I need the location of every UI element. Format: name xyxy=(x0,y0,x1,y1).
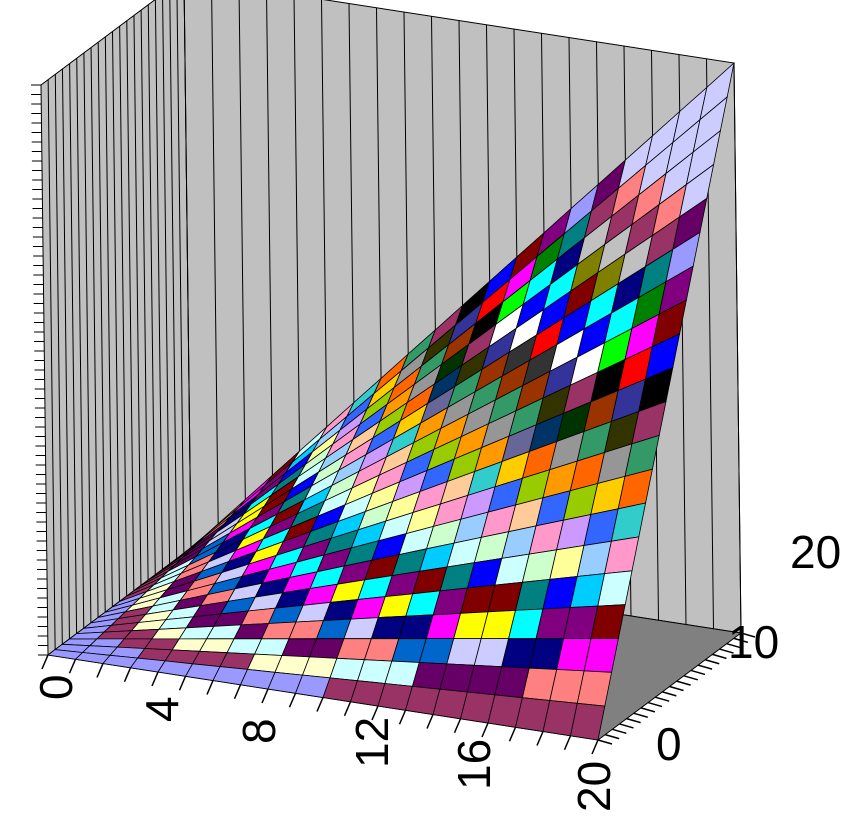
x-tick-mark xyxy=(125,668,131,682)
y-tick-mark xyxy=(662,692,676,696)
y-tick-mark xyxy=(677,681,691,685)
y-tick-mark xyxy=(684,676,698,680)
y-tick-mark xyxy=(641,708,655,712)
x-tick-label: 20 xyxy=(568,761,620,812)
y-tick-mark xyxy=(670,687,684,691)
x-tick-mark xyxy=(262,689,268,703)
x-tick-mark xyxy=(97,664,103,678)
y-tick-mark xyxy=(612,729,626,733)
x-tick-mark xyxy=(565,736,571,750)
x-tick-label: 8 xyxy=(233,718,285,744)
y-tick-label: 0 xyxy=(656,718,682,770)
x-tick-mark xyxy=(482,723,488,737)
y-tick-label: 20 xyxy=(790,526,841,578)
x-tick-mark xyxy=(70,659,76,673)
y-tick-mark xyxy=(691,670,705,674)
x-tick-mark xyxy=(152,672,158,686)
y-tick-mark xyxy=(648,703,662,707)
x-tick-mark xyxy=(180,676,186,690)
x-tick-label: 0 xyxy=(30,674,82,700)
y-tick-mark xyxy=(598,740,612,744)
x-tick-mark xyxy=(400,710,406,724)
y-tick-mark xyxy=(705,660,719,664)
y-tick-mark xyxy=(634,713,648,717)
x-tick-mark xyxy=(510,727,516,741)
y-tick-mark xyxy=(627,719,641,723)
y-tick-mark xyxy=(698,665,712,669)
y-tick-mark xyxy=(605,735,619,739)
x-tick-mark xyxy=(455,719,461,733)
x-tick-mark xyxy=(235,685,241,699)
x-tick-mark xyxy=(207,681,213,695)
x-tick-mark xyxy=(427,715,433,729)
x-tick-mark xyxy=(290,693,296,707)
x-tick-label: 4 xyxy=(136,696,188,722)
x-tick-mark xyxy=(345,702,351,716)
x-tick-mark xyxy=(317,698,323,712)
x-tick-label: 16 xyxy=(448,739,500,790)
y-tick-mark xyxy=(712,654,726,658)
y-tick-label: 10 xyxy=(728,616,779,668)
x-tick-label: 12 xyxy=(346,717,398,768)
y-tick-mark xyxy=(619,724,633,728)
y-tick-mark xyxy=(655,697,669,701)
x-tick-mark xyxy=(537,732,543,746)
x-tick-mark xyxy=(592,740,598,754)
x-tick-mark xyxy=(42,655,48,669)
